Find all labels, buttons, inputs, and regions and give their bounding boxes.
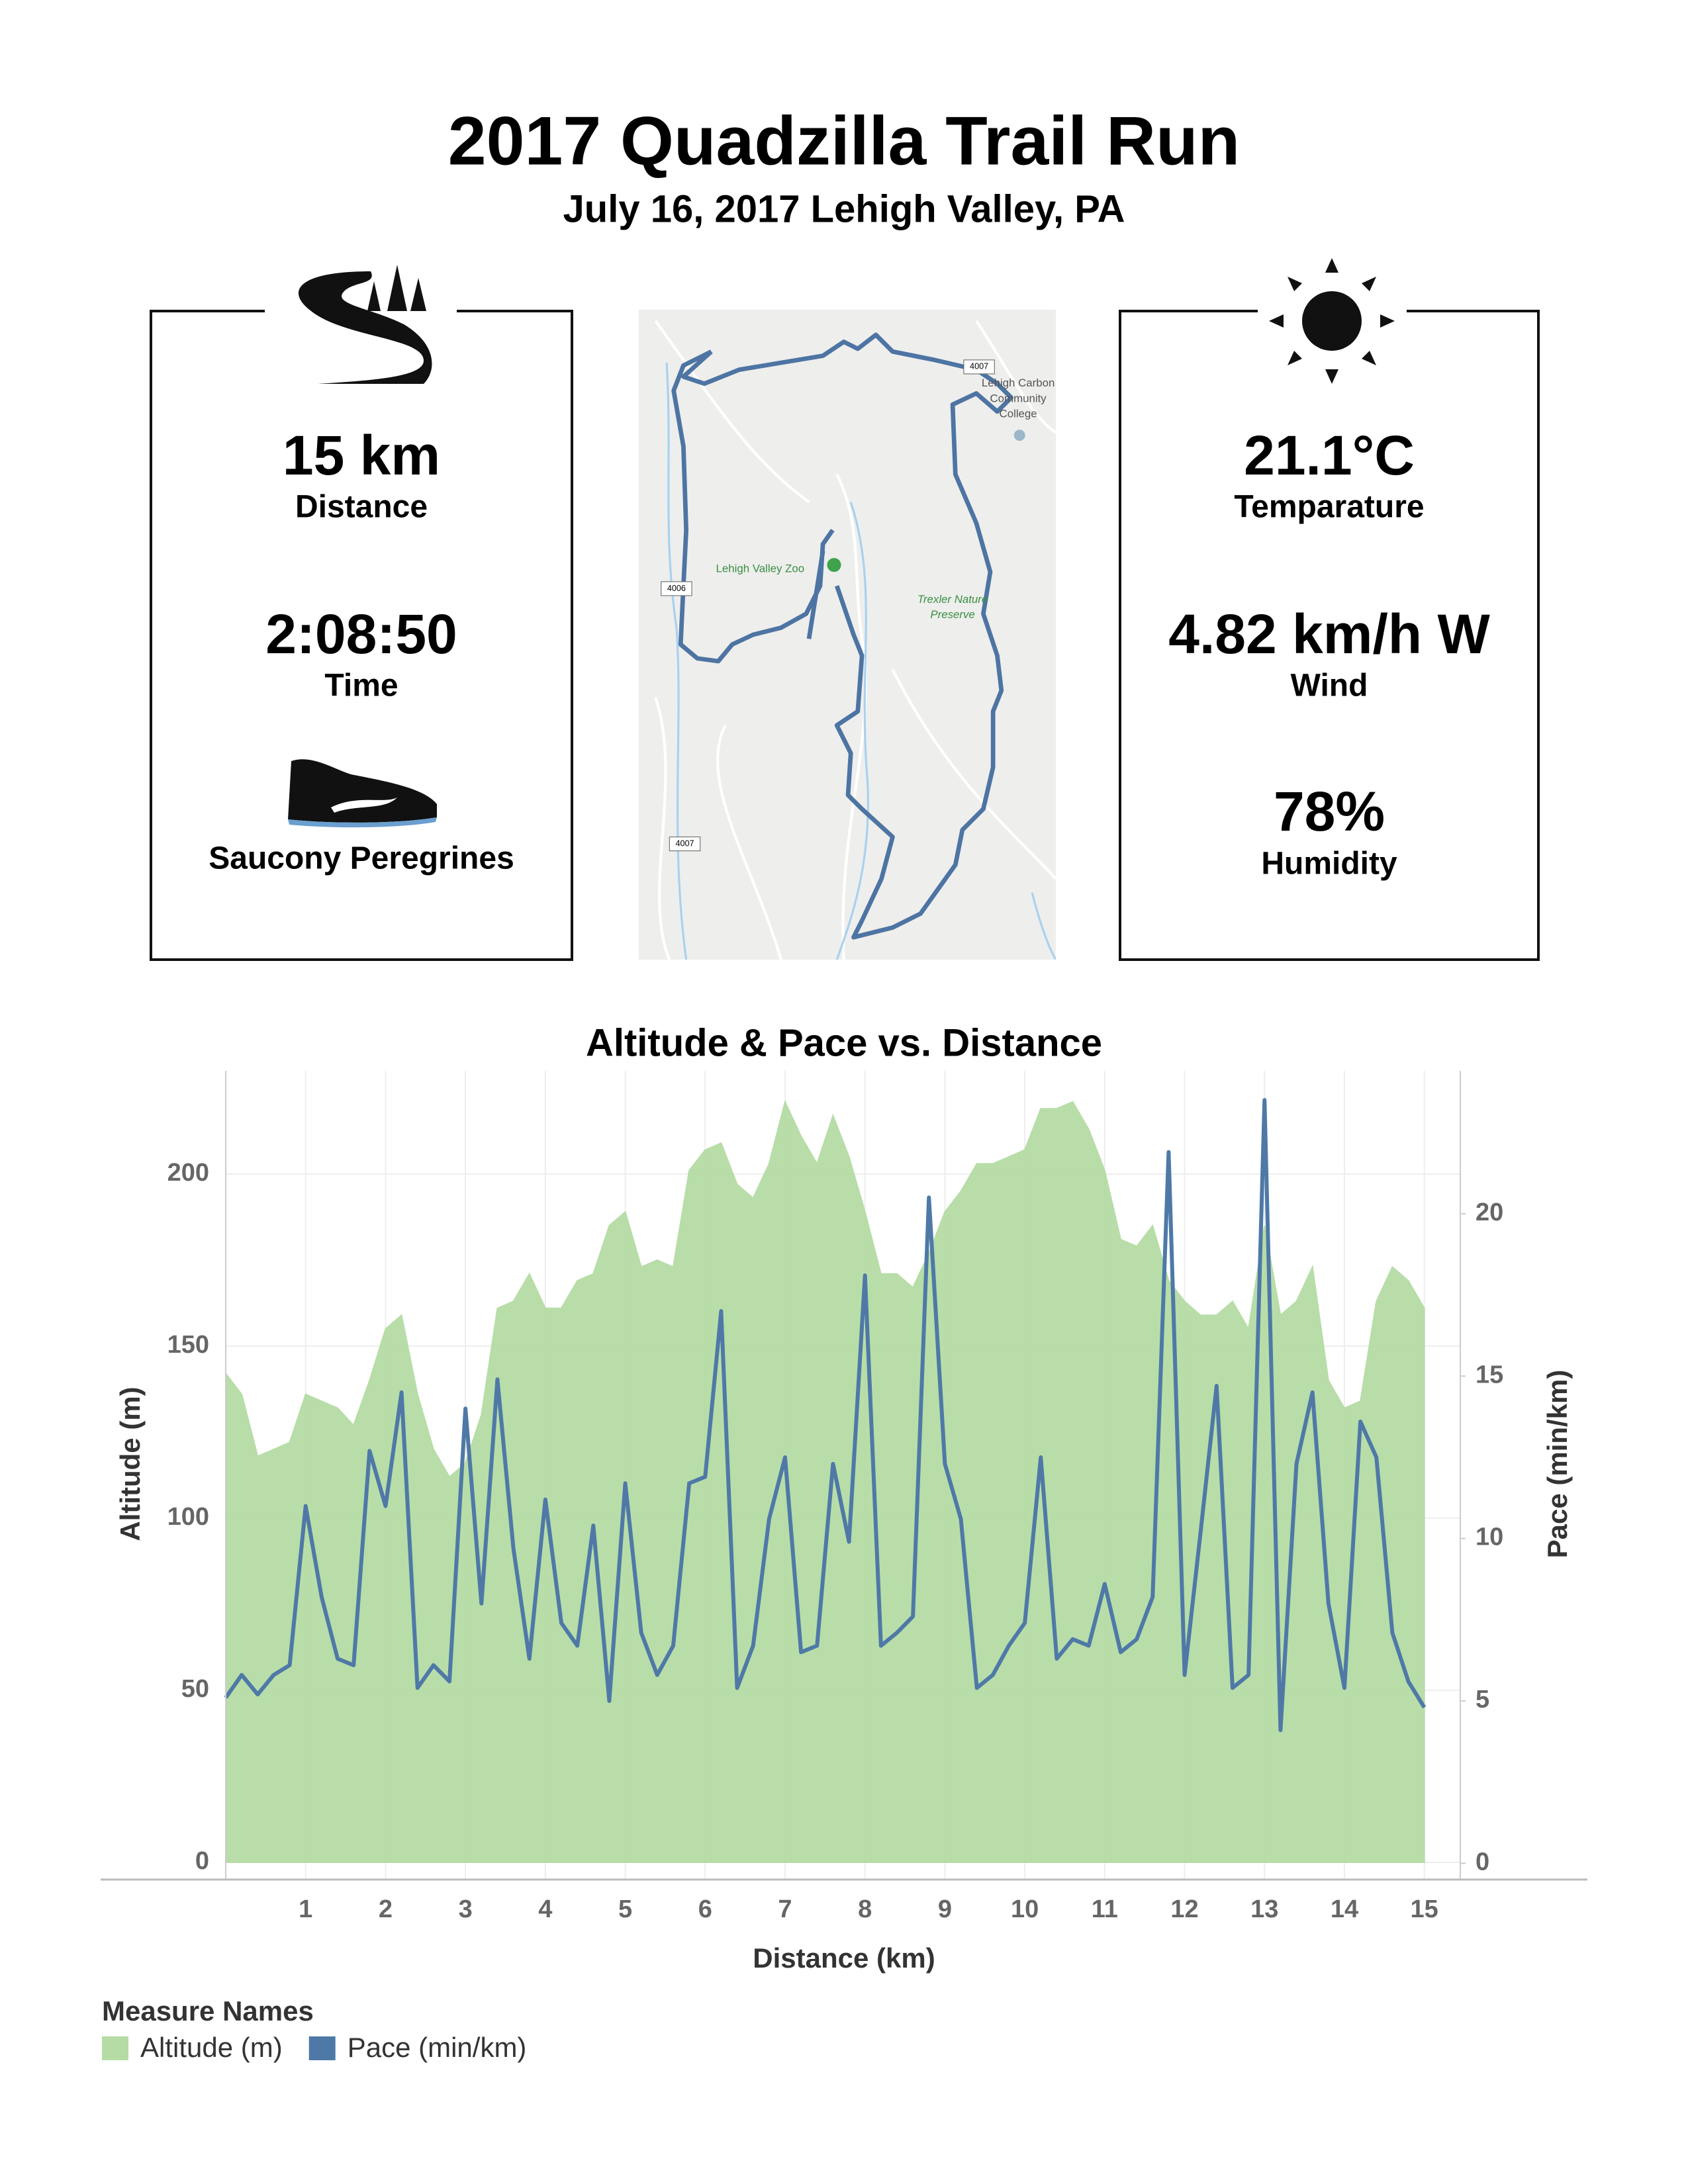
y2-tick-label: 20 bbox=[1476, 1199, 1503, 1226]
chart-title: Altitude & Pace vs. Distance bbox=[586, 1021, 1102, 1064]
legend-title: Measure Names bbox=[102, 1995, 314, 2026]
x-tick-label: 7 bbox=[778, 1895, 792, 1923]
y-tick-label: 100 bbox=[167, 1503, 209, 1531]
stat-label: Humidity bbox=[1261, 846, 1397, 882]
stat-value: 78% bbox=[1274, 780, 1385, 842]
legend-swatch bbox=[308, 2036, 336, 2060]
legend: Altitude (m) Pace (min/km) bbox=[102, 2032, 526, 2063]
map-label: Lehigh Valley Zoo bbox=[716, 562, 805, 574]
map-label: College bbox=[1000, 407, 1037, 420]
x-tick-label: 1 bbox=[299, 1895, 312, 1923]
y-tick-label: 50 bbox=[181, 1675, 209, 1703]
road-label: 4007 bbox=[970, 362, 988, 371]
stat-label: Distance bbox=[295, 490, 428, 525]
x-tick-label: 10 bbox=[1011, 1895, 1039, 1923]
map: Lehigh Valley Zoo Trexler Nature Preserv… bbox=[639, 310, 1056, 960]
x-tick-label: 12 bbox=[1170, 1895, 1198, 1923]
x-tick-label: 9 bbox=[938, 1895, 952, 1923]
title: 2017 Quadzilla Trail Run bbox=[448, 103, 1240, 179]
y-tick-label: 0 bbox=[195, 1847, 209, 1875]
y2-tick-label: 10 bbox=[1476, 1524, 1503, 1551]
y2-tick-label: 15 bbox=[1476, 1361, 1503, 1388]
map-label: Preserve bbox=[930, 608, 974, 621]
x-tick-label: 15 bbox=[1411, 1895, 1438, 1923]
x-tick-label: 14 bbox=[1331, 1895, 1358, 1923]
stat-value: 2:08:50 bbox=[265, 603, 457, 665]
y2-tick-label: 5 bbox=[1476, 1686, 1489, 1713]
stats-box bbox=[150, 310, 573, 961]
stat-label: Time bbox=[324, 668, 398, 704]
subtitle: July 16, 2017 Lehigh Valley, PA bbox=[563, 187, 1125, 230]
x-tick-label: 4 bbox=[538, 1895, 552, 1923]
altitude-area bbox=[225, 1099, 1425, 1863]
pace-line bbox=[224, 1098, 1427, 1733]
stat-label: Temparature bbox=[1234, 490, 1424, 525]
map-label: Community bbox=[990, 392, 1047, 404]
x-tick-label: 8 bbox=[858, 1895, 872, 1923]
y-tick-label: 150 bbox=[167, 1331, 209, 1359]
legend-label: Pace (min/km) bbox=[348, 2032, 527, 2063]
y-tick-label: 200 bbox=[167, 1159, 209, 1187]
x-tick-label: 11 bbox=[1092, 1895, 1118, 1923]
stat-label: Wind bbox=[1291, 668, 1368, 704]
x-tick-label: 5 bbox=[618, 1895, 632, 1923]
sun-icon bbox=[1269, 258, 1395, 384]
stat-value: 21.1°C bbox=[1244, 424, 1415, 486]
x-tick-label: 2 bbox=[379, 1895, 393, 1923]
x-tick-label: 3 bbox=[459, 1895, 473, 1923]
x-tick-label: 13 bbox=[1250, 1895, 1278, 1923]
map-label: Trexler Nature bbox=[917, 593, 988, 606]
x-axis-label: Distance (km) bbox=[753, 1942, 935, 1974]
y-axis-label: Altitude (m) bbox=[115, 1387, 146, 1541]
shoe-label: Saucony Peregrines bbox=[209, 841, 514, 876]
map-label: Lehigh Carbon bbox=[982, 377, 1055, 389]
y2-axis-label: Pace (min/km) bbox=[1542, 1370, 1573, 1559]
shoe-icon bbox=[288, 759, 437, 828]
trail-icon bbox=[298, 265, 432, 384]
y2-tick-label: 0 bbox=[1476, 1848, 1489, 1876]
road-label: 4006 bbox=[667, 584, 686, 593]
legend-label: Altitude (m) bbox=[140, 2032, 283, 2063]
legend-swatch bbox=[102, 2036, 128, 2060]
stat-value: 15 km bbox=[283, 424, 440, 486]
weather-box bbox=[1119, 310, 1540, 961]
x-tick-label: 6 bbox=[698, 1895, 712, 1923]
stat-value: 4.82 km/h W bbox=[1168, 603, 1490, 665]
road-label: 4007 bbox=[675, 839, 694, 848]
